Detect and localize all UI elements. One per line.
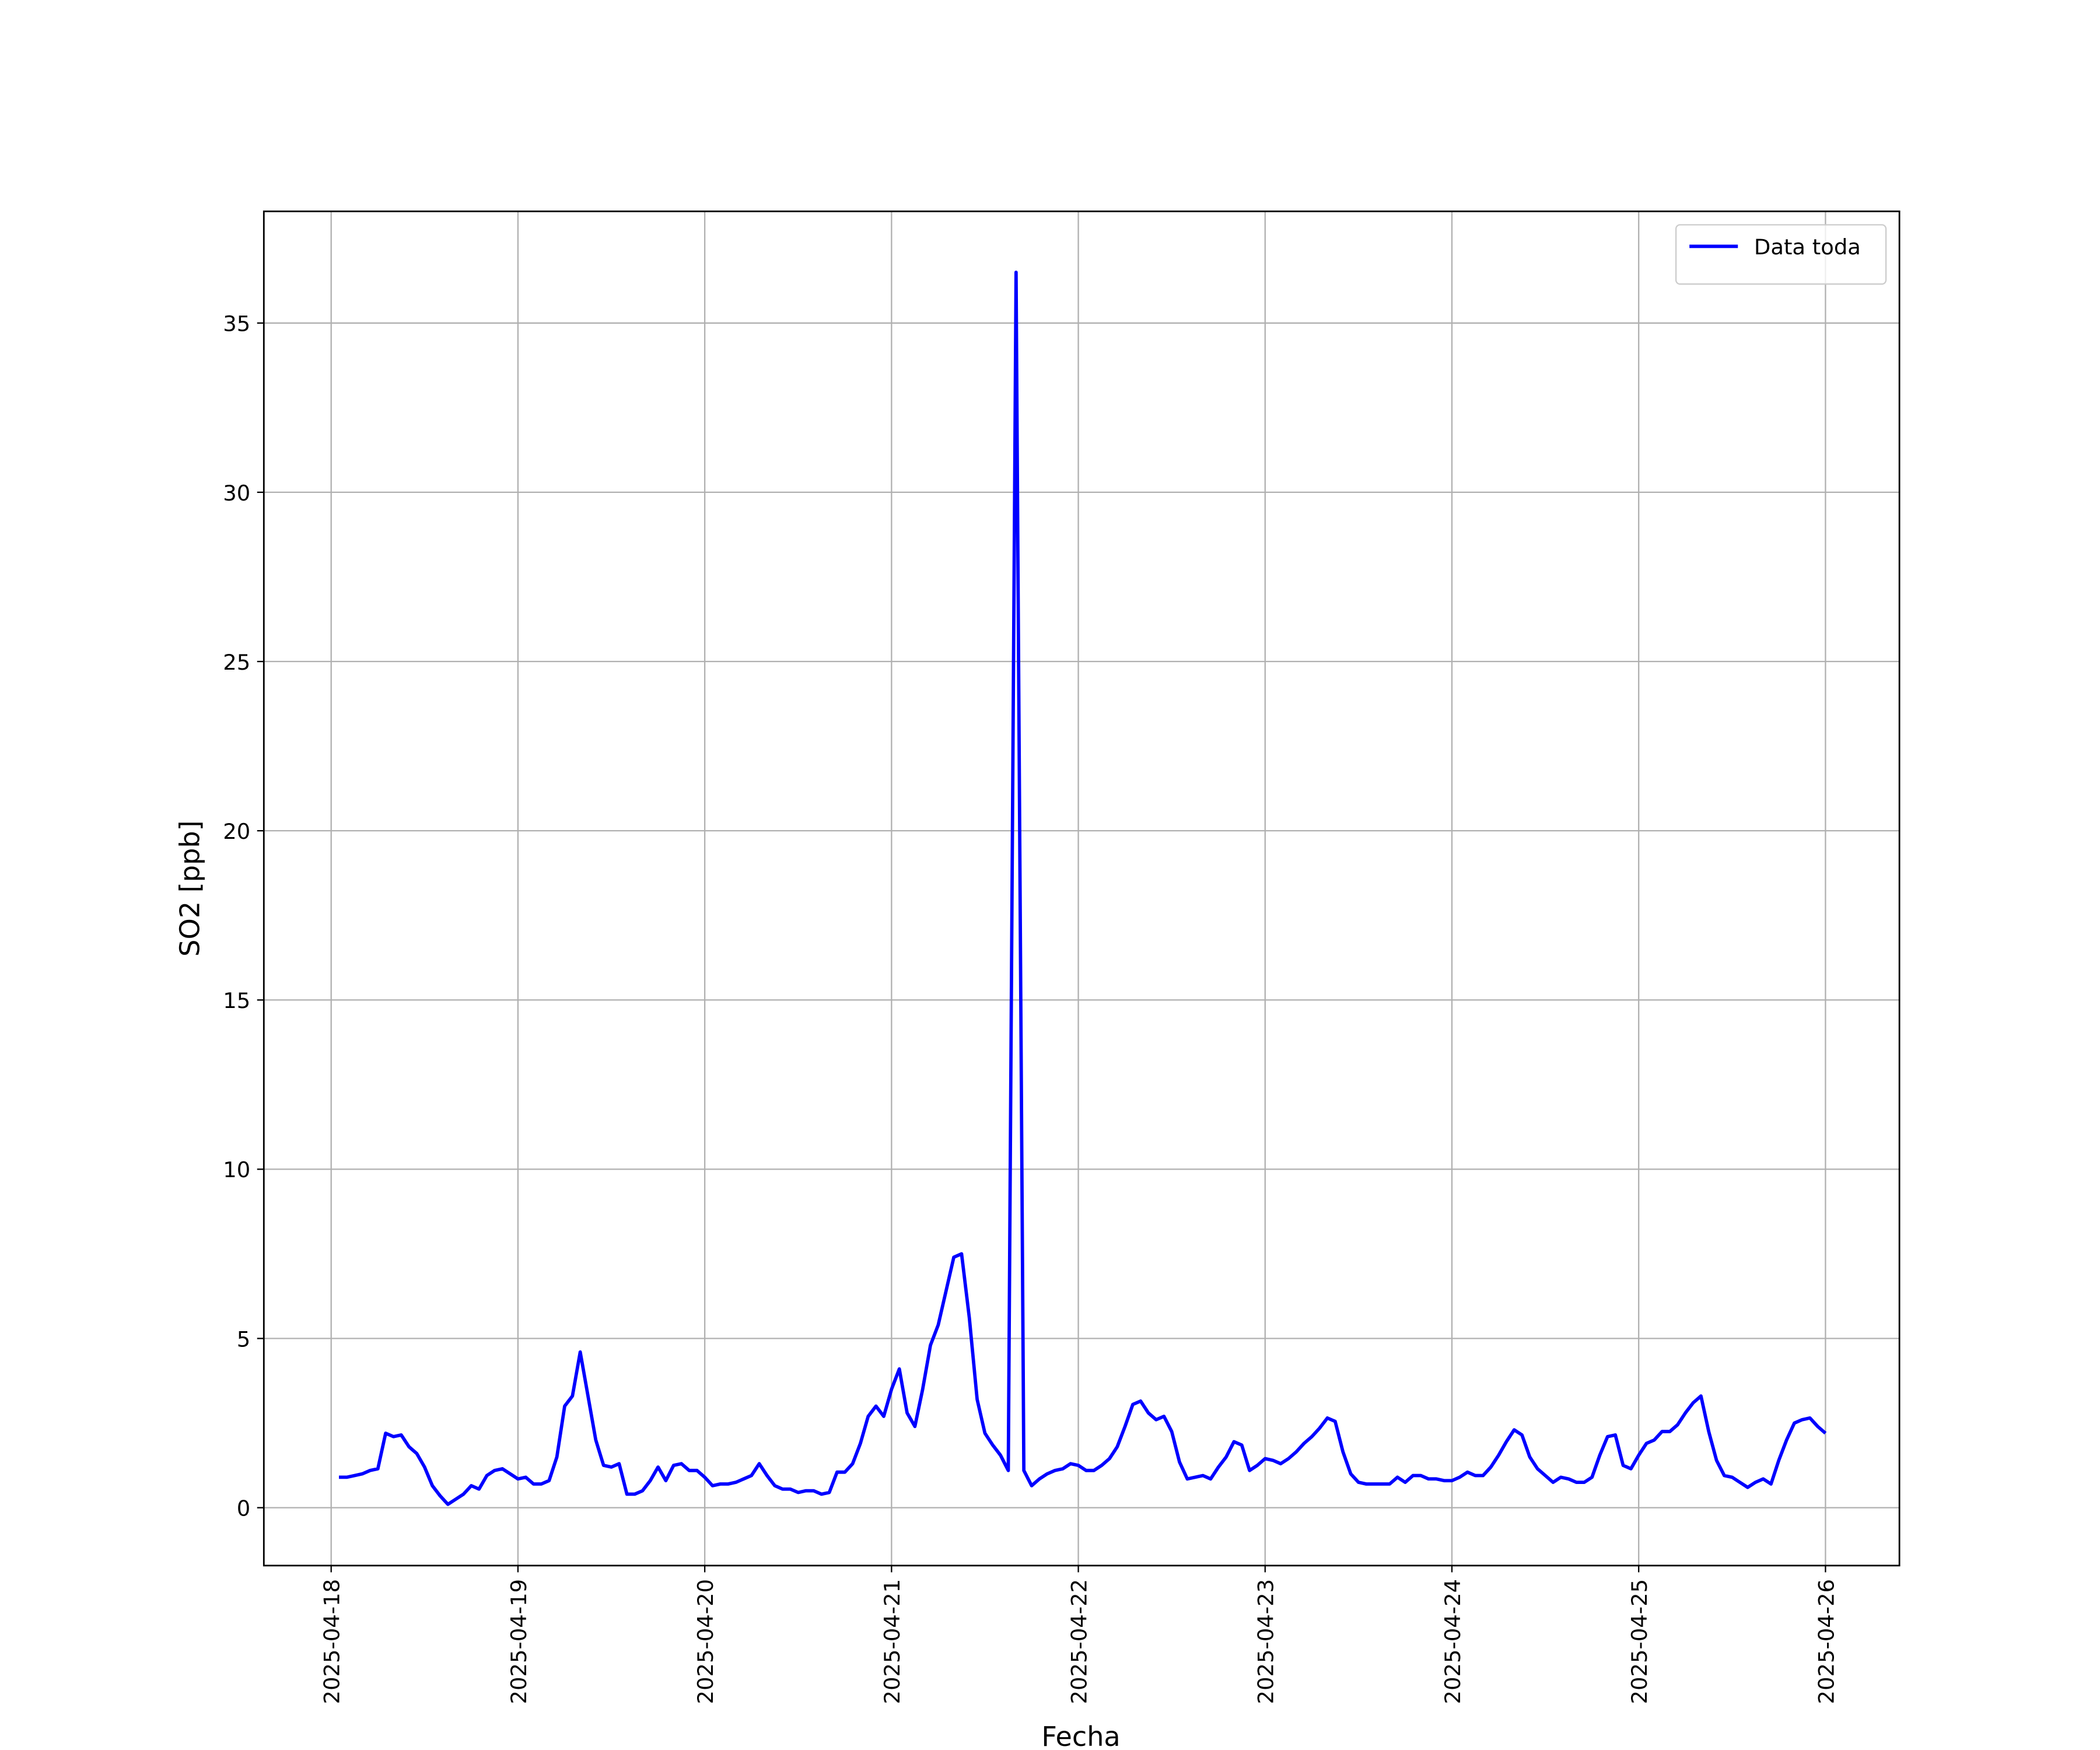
x-tick-label: 2025-04-23 [1254, 1579, 1279, 1704]
y-tick-label: 25 [223, 650, 250, 675]
y-tick-label: 0 [237, 1496, 250, 1521]
plot-frame [262, 210, 1901, 1567]
x-tick-label: 2025-04-24 [1440, 1579, 1465, 1704]
y-tick-label: 35 [223, 312, 250, 337]
x-tick-label: 2025-04-21 [880, 1579, 905, 1704]
x-tick-label: 2025-04-20 [693, 1579, 718, 1704]
x-tick-label: 2025-04-19 [506, 1579, 531, 1704]
x-axis-label: Fecha [1041, 1721, 1120, 1750]
legend-label: Data toda [1754, 235, 1861, 260]
legend: Data toda [1675, 224, 1887, 285]
legend-box [1675, 224, 1887, 285]
y-tick-label: 15 [223, 988, 250, 1013]
data-line [339, 270, 1827, 1506]
x-tick-label: 2025-04-26 [1814, 1579, 1839, 1704]
x-tick-label: 2025-04-18 [320, 1579, 345, 1704]
y-axis-label: SO2 [ppb] [174, 820, 206, 957]
x-tick-label: 2025-04-25 [1627, 1579, 1652, 1704]
x-tick-label: 2025-04-22 [1066, 1579, 1091, 1704]
y-tick-label: 30 [223, 481, 250, 506]
y-tick-label: 20 [223, 819, 250, 844]
y-tick-label: 10 [223, 1157, 250, 1182]
y-tick-label: 5 [237, 1326, 250, 1352]
